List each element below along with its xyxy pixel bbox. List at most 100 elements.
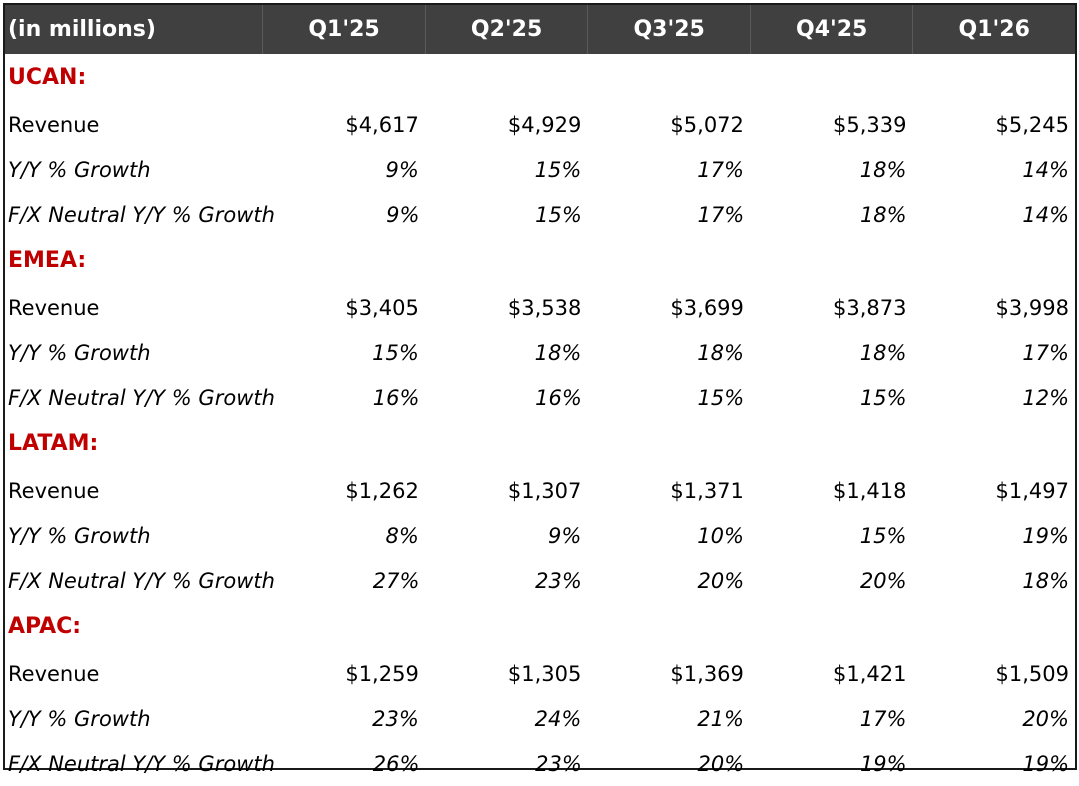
header-quarter: Q4'25 (749, 5, 913, 54)
cell-value: 9% (548, 523, 582, 548)
row-label: F/X Neutral Y/Y % Growth (8, 202, 275, 227)
header-units-label: (in millions) (8, 17, 156, 42)
header-quarter: Q1'25 (262, 5, 425, 54)
cell-value: 15% (697, 385, 745, 410)
cell-value: $4,617 (345, 112, 419, 137)
cell-value: 23% (372, 706, 419, 731)
revenue-table: (in millions) Q1'25 Q2'25 Q3'25 Q4'25 Q1… (3, 3, 1077, 776)
cell-value: 27% (372, 568, 420, 593)
cell-value: 23% (535, 751, 582, 776)
header-quarter: Q1'26 (912, 5, 1075, 54)
row-label: Revenue (8, 295, 100, 320)
cell-value: $1,421 (832, 661, 907, 686)
revenue-row: Revenue $4,617 $4,929 $5,072 $5,339 $5,245 (5, 102, 1075, 147)
region-title: UCAN: (8, 65, 87, 90)
cell-value: 17% (697, 202, 745, 227)
cell-value: $1,497 (995, 478, 1069, 503)
region-section: APAC: Revenue $1,259 $1,305 $1,369 $1,421 $1,5… (5, 603, 1075, 786)
cell-value: $4,929 (507, 112, 582, 137)
region-section: EMEA: Revenue $3,405 $3,538 $3,699 $3,873 $3,9… (5, 237, 1075, 420)
revenue-row: Revenue $3,405 $3,538 $3,699 $3,873 $3,998 (5, 285, 1075, 330)
cell-value: $1,369 (670, 661, 744, 686)
row-label: Revenue (8, 478, 100, 503)
cell-value: $3,538 (507, 295, 582, 320)
row-label: Y/Y % Growth (8, 706, 151, 731)
cell-value: $1,307 (507, 478, 582, 503)
cell-value: $1,259 (345, 661, 419, 686)
header-quarter: Q2'25 (424, 5, 588, 54)
revenue-row: Revenue $1,262 $1,307 $1,371 $1,418 $1,497 (5, 468, 1075, 513)
cell-value: $3,998 (995, 295, 1069, 320)
cell-value: 15% (859, 385, 907, 410)
cell-value: 8% (385, 523, 419, 548)
cell-value: 9% (385, 157, 419, 182)
row-label: F/X Neutral Y/Y % Growth (8, 385, 275, 410)
table-body: UCAN: Revenue $4,617 $4,929 $5,072 $5,339 $5,2… (5, 54, 1075, 786)
cell-value: $5,339 (832, 112, 907, 137)
row-label: Y/Y % Growth (8, 523, 151, 548)
cell-value: $1,305 (507, 661, 582, 686)
cell-value: $3,405 (345, 295, 419, 320)
table-header: (in millions) Q1'25 Q2'25 Q3'25 Q4'25 Q1… (5, 5, 1075, 54)
row-label: Y/Y % Growth (8, 340, 151, 365)
row-label: F/X Neutral Y/Y % Growth (8, 751, 275, 776)
yy-growth-row: Y/Y % Growth 23% 24% 21% 17% 20% (5, 696, 1075, 741)
cell-value: 16% (372, 385, 420, 410)
cell-value: 17% (697, 157, 744, 182)
fx-neutral-growth-row: F/X Neutral Y/Y % Growth 27% 23% 20% 20% 18% (5, 558, 1075, 603)
cell-value: 20% (859, 568, 907, 593)
cell-value: 14% (1022, 157, 1069, 182)
cell-value: 15% (535, 202, 582, 227)
cell-value: $1,262 (345, 478, 419, 503)
cell-value: 18% (697, 340, 744, 365)
yy-growth-row: Y/Y % Growth 15% 18% 18% 18% 17% (5, 330, 1075, 375)
cell-value: 20% (1022, 706, 1069, 731)
cell-value: 17% (859, 706, 907, 731)
cell-value: $1,509 (995, 661, 1069, 686)
cell-value: 19% (859, 751, 907, 776)
cell-value: 18% (1022, 568, 1070, 593)
region-title: APAC: (8, 614, 82, 639)
cell-value: 20% (697, 568, 745, 593)
row-label: Revenue (8, 661, 100, 686)
region-section: UCAN: Revenue $4,617 $4,929 $5,072 $5,339 $5,2… (5, 54, 1075, 237)
cell-value: 18% (859, 340, 907, 365)
cell-value: 17% (1022, 340, 1069, 365)
cell-value: $1,371 (670, 478, 744, 503)
header-quarter: Q3'25 (587, 5, 750, 54)
cell-value: 18% (534, 340, 582, 365)
cell-value: 20% (697, 751, 745, 776)
cell-value: 18% (859, 157, 907, 182)
cell-value: 19% (1022, 751, 1070, 776)
fx-neutral-growth-row: F/X Neutral Y/Y % Growth 9% 15% 17% 18% 14% (5, 192, 1075, 237)
cell-value: 26% (372, 751, 420, 776)
revenue-row: Revenue $1,259 $1,305 $1,369 $1,421 $1,509 (5, 651, 1075, 696)
region-section: LATAM: Revenue $1,262 $1,307 $1,371 $1,418 $1,… (5, 420, 1075, 603)
fx-neutral-growth-row: F/X Neutral Y/Y % Growth 16% 16% 15% 15% 12% (5, 375, 1075, 420)
cell-value: 15% (534, 157, 582, 182)
cell-value: 18% (859, 202, 907, 227)
cell-value: 9% (386, 202, 420, 227)
cell-value: $3,699 (670, 295, 744, 320)
cell-value: $5,245 (995, 112, 1069, 137)
cell-value: 19% (1022, 523, 1069, 548)
cell-value: $1,418 (832, 478, 907, 503)
cell-value: 14% (1022, 202, 1070, 227)
cell-value: 21% (697, 706, 744, 731)
cell-value: 10% (697, 523, 744, 548)
cell-value: 23% (535, 568, 582, 593)
fx-neutral-growth-row: F/X Neutral Y/Y % Growth 26% 23% 20% 19% 19% (5, 741, 1075, 786)
cell-value: 16% (535, 385, 582, 410)
cell-value: 12% (1022, 385, 1070, 410)
region-title: EMEA: (8, 248, 87, 273)
row-label: F/X Neutral Y/Y % Growth (8, 568, 275, 593)
cell-value: 15% (372, 340, 419, 365)
yy-growth-row: Y/Y % Growth 8% 9% 10% 15% 19% (5, 513, 1075, 558)
yy-growth-row: Y/Y % Growth 9% 15% 17% 18% 14% (5, 147, 1075, 192)
row-label: Y/Y % Growth (8, 157, 151, 182)
cell-value: $5,072 (670, 112, 744, 137)
cell-value: $3,873 (832, 295, 907, 320)
row-label: Revenue (8, 112, 100, 137)
cell-value: 24% (534, 706, 582, 731)
region-title: LATAM: (8, 431, 99, 456)
